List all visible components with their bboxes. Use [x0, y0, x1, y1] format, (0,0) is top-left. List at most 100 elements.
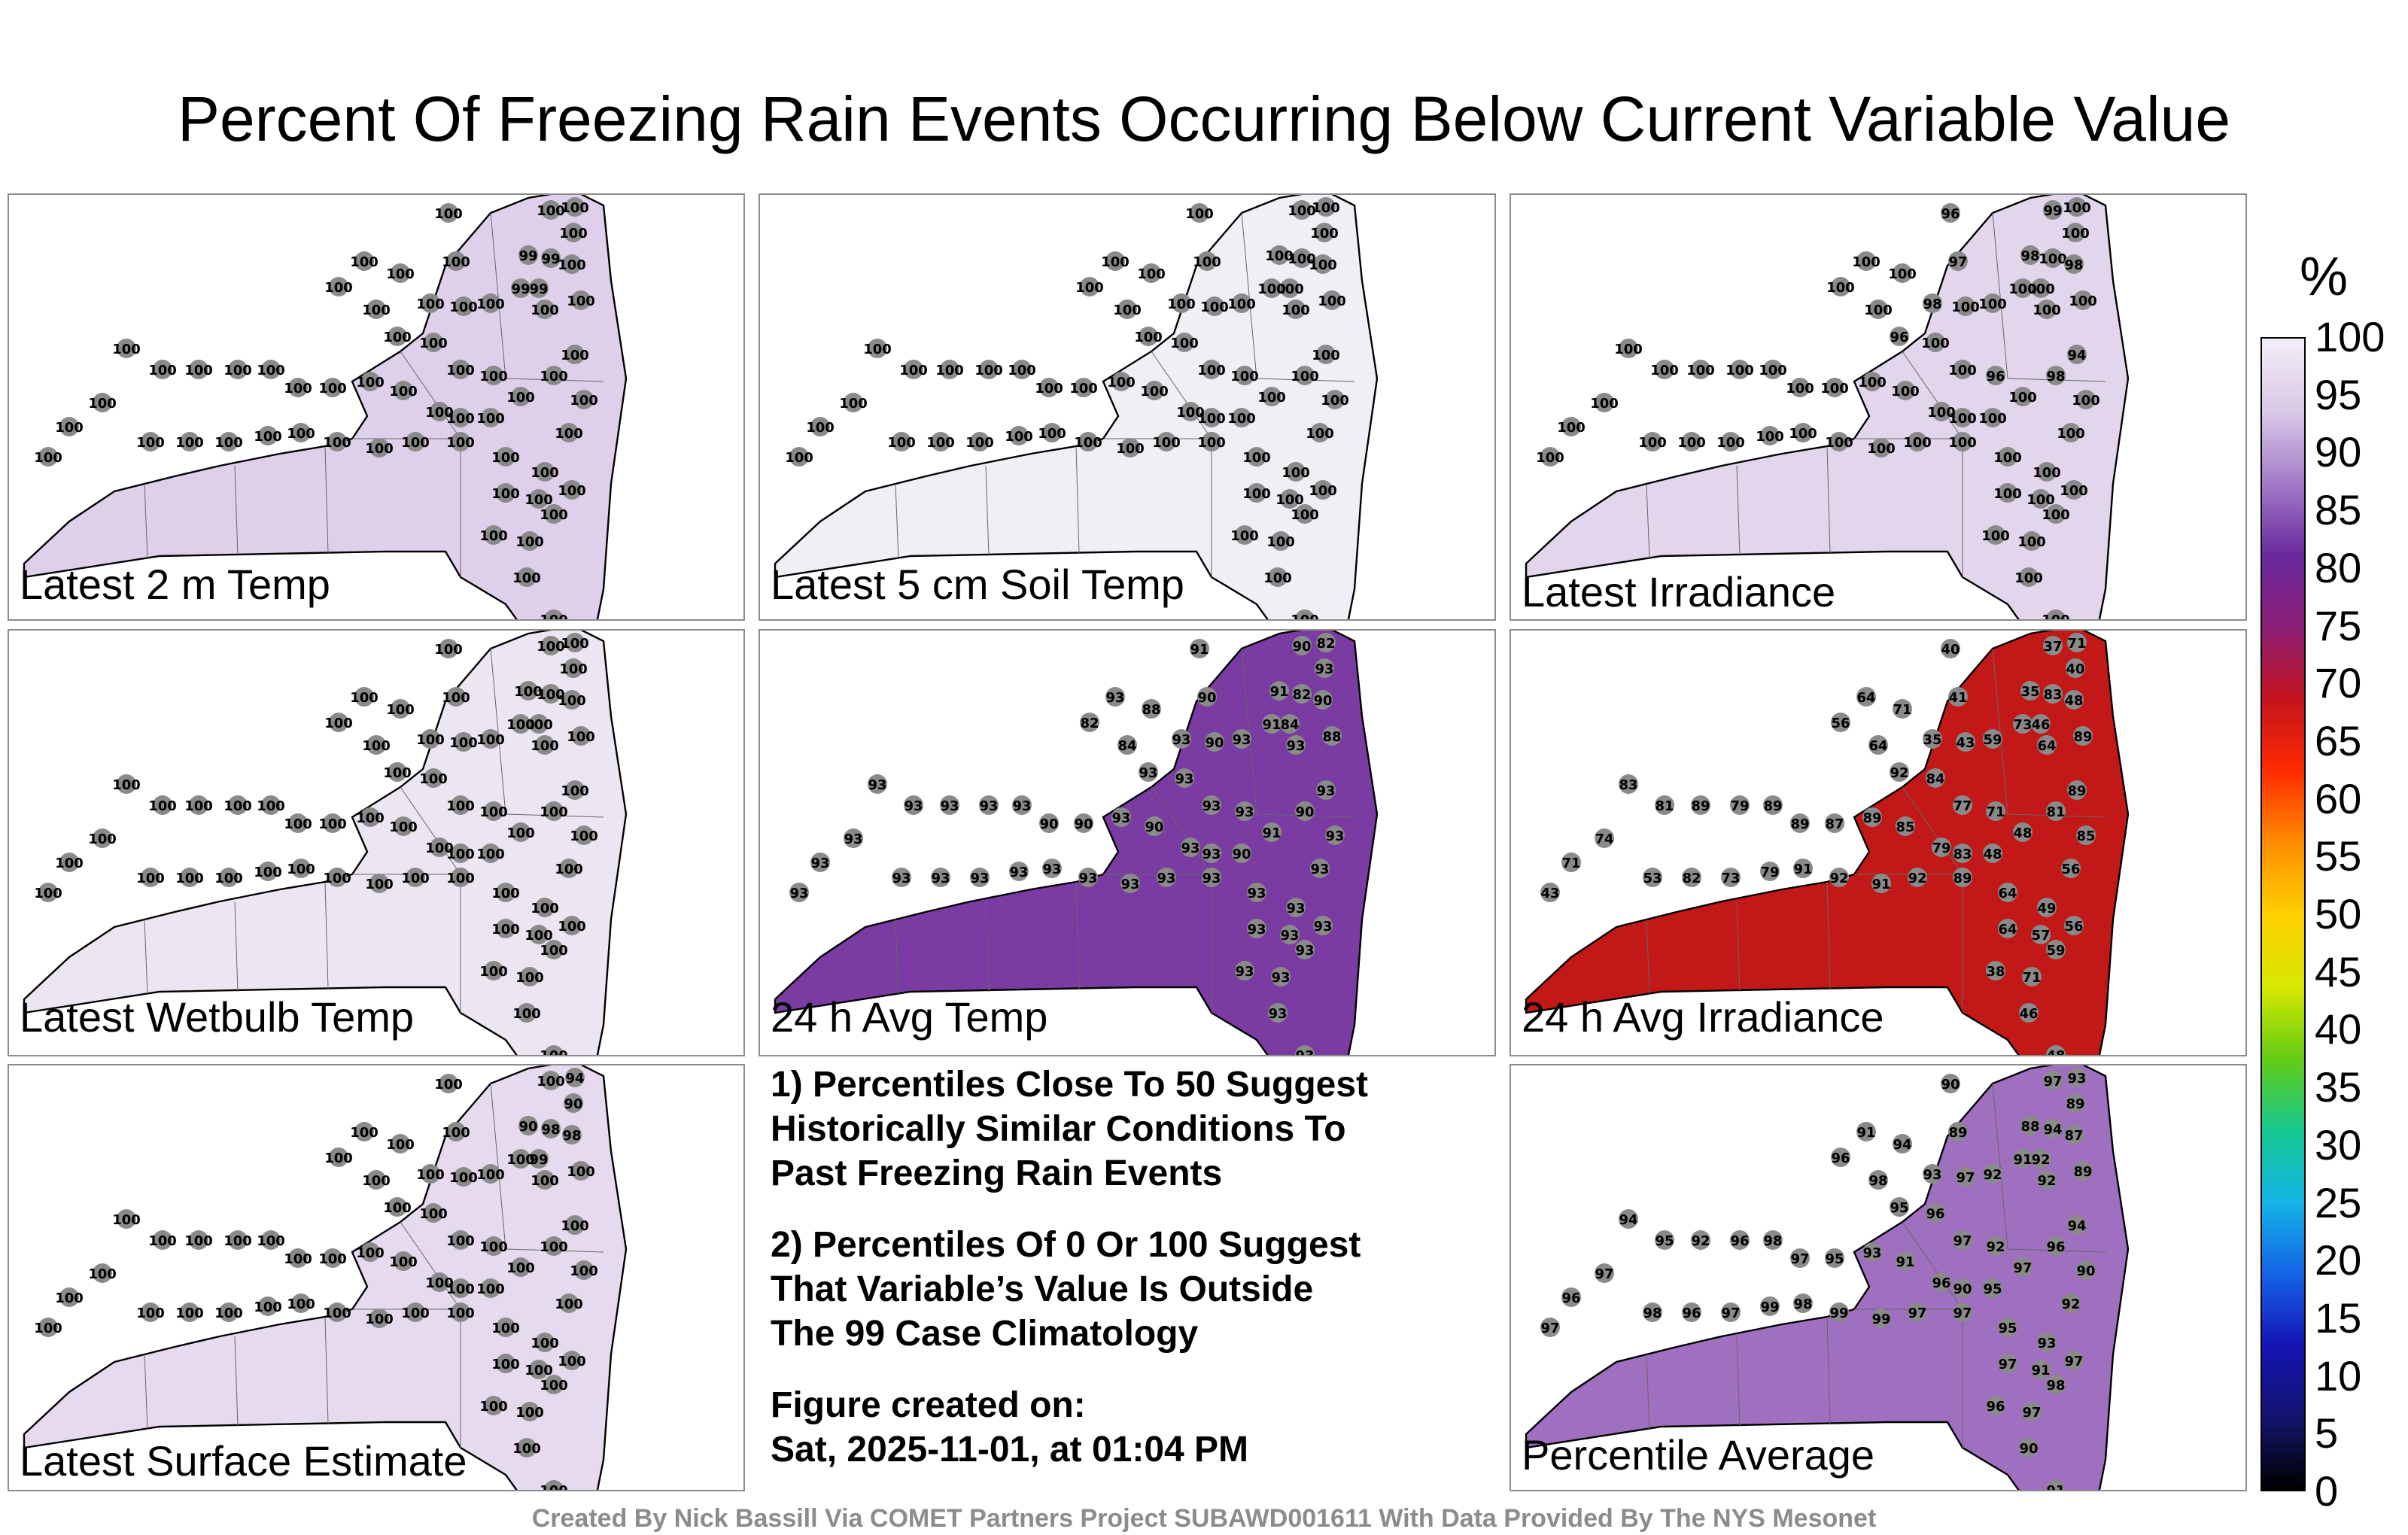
station-value: 100: [175, 1306, 204, 1321]
station-marker: [1926, 333, 1945, 352]
station-value: 100: [561, 200, 589, 216]
station-marker: [1790, 1248, 1810, 1268]
station-marker: [2020, 245, 2040, 265]
station-marker: [1325, 390, 1345, 409]
station-value: 74: [1595, 831, 1613, 847]
station-value: 93: [1295, 1048, 1314, 1055]
station-value: 100: [974, 363, 1003, 378]
station-value: 98: [1763, 1233, 1782, 1249]
county-border: [234, 1336, 239, 1427]
station-value: 100: [839, 396, 868, 412]
station-marker: [1292, 684, 1312, 704]
county-border: [895, 483, 899, 560]
station-marker: [141, 1302, 160, 1322]
station-marker: [571, 290, 591, 310]
station-marker: [189, 360, 208, 379]
station-value: 100: [386, 266, 415, 282]
station-marker: [1948, 1122, 1968, 1141]
station-value: 100: [567, 1164, 595, 1180]
station-value: 83: [1619, 777, 1637, 793]
station-value: 92: [1829, 871, 1848, 886]
station-marker: [1908, 868, 1927, 887]
station-value: 100: [55, 420, 84, 436]
station-value: 100: [1227, 411, 1256, 427]
station-value: 93: [1862, 1245, 1881, 1261]
station-value: 94: [2043, 1122, 2062, 1138]
station-value: 95: [1890, 1200, 1908, 1216]
station-value: 97: [1953, 1233, 1972, 1249]
station-value: 97: [1998, 1357, 2017, 1372]
station-value: 100: [561, 1218, 589, 1234]
station-value: 100: [1786, 381, 1814, 397]
station-value: 100: [446, 363, 475, 378]
state-map: 1001001001001001001001001001001001001001…: [23, 631, 628, 1055]
county-border: [234, 465, 239, 557]
station-marker: [406, 1302, 425, 1322]
station-marker: [1561, 417, 1581, 436]
station-value: 100: [926, 435, 955, 451]
station-marker: [1932, 1272, 1951, 1292]
station-marker: [1983, 408, 2002, 427]
station-value: 100: [1288, 203, 1316, 219]
station-marker: [810, 417, 830, 436]
station-value: 84: [1117, 738, 1136, 754]
station-marker: [1986, 1236, 2005, 1256]
station-value: 100: [887, 435, 916, 451]
station-marker: [565, 197, 585, 217]
station-marker: [520, 1402, 540, 1421]
station-value: 100: [785, 450, 813, 466]
colorbar-tick-label: 45: [2315, 947, 2362, 995]
station-marker: [1643, 868, 1662, 887]
station-value: 100: [540, 369, 568, 385]
station-value: 64: [1998, 922, 2017, 938]
station-value: 91: [2013, 1152, 2032, 1168]
station-value: 100: [184, 798, 213, 814]
station-value: 100: [223, 1233, 252, 1249]
station-marker: [1953, 360, 1972, 379]
station-marker: [1691, 795, 1710, 815]
station-marker: [2020, 1116, 2040, 1135]
station-marker: [1655, 360, 1674, 379]
station-marker: [481, 1164, 500, 1184]
station-value: 97: [2064, 1354, 2083, 1369]
station-marker: [2037, 735, 2057, 755]
station-value: 100: [1725, 363, 1754, 378]
station-marker: [446, 1122, 466, 1141]
station-value: 100: [1075, 280, 1104, 296]
station-value: 48: [1983, 847, 2002, 862]
station-value: 100: [34, 450, 62, 466]
station-value: 84: [1926, 771, 1944, 787]
station-value: 100: [1242, 486, 1271, 502]
station-value: 59: [1983, 732, 2002, 748]
station-value: 100: [362, 738, 391, 754]
station-marker: [59, 417, 79, 436]
station-value: 100: [419, 336, 448, 351]
station-value: 100: [356, 810, 385, 826]
station-value: 100: [1951, 299, 1980, 315]
station-marker: [454, 296, 473, 316]
station-marker: [2067, 780, 2087, 800]
station-value: 96: [1682, 1306, 1701, 1321]
station-marker: [451, 1302, 470, 1322]
county-border: [1992, 648, 2008, 815]
station-marker: [574, 390, 594, 409]
station-value: 53: [1643, 871, 1662, 886]
station-marker: [1691, 360, 1710, 379]
note-1-line: 1) Percentiles Close To 50 Suggest: [771, 1065, 1369, 1105]
station-value: 100: [1981, 528, 2010, 544]
station-marker: [1868, 735, 1888, 755]
station-marker: [1205, 296, 1224, 316]
station-value: 100: [419, 1206, 448, 1222]
station-value: 90: [1232, 847, 1251, 862]
station-value: 99: [1871, 1312, 1890, 1327]
station-value: 100: [1759, 363, 1787, 378]
station-value: 64: [1998, 886, 2017, 901]
station-value: 94: [1893, 1137, 1911, 1153]
station-marker: [574, 1260, 594, 1280]
station-marker: [1941, 639, 1960, 658]
county-border: [324, 881, 329, 989]
station-value: 93: [1105, 690, 1124, 706]
station-marker: [1831, 713, 1850, 732]
station-marker: [1721, 432, 1741, 451]
station-value: 96: [1986, 369, 2005, 385]
